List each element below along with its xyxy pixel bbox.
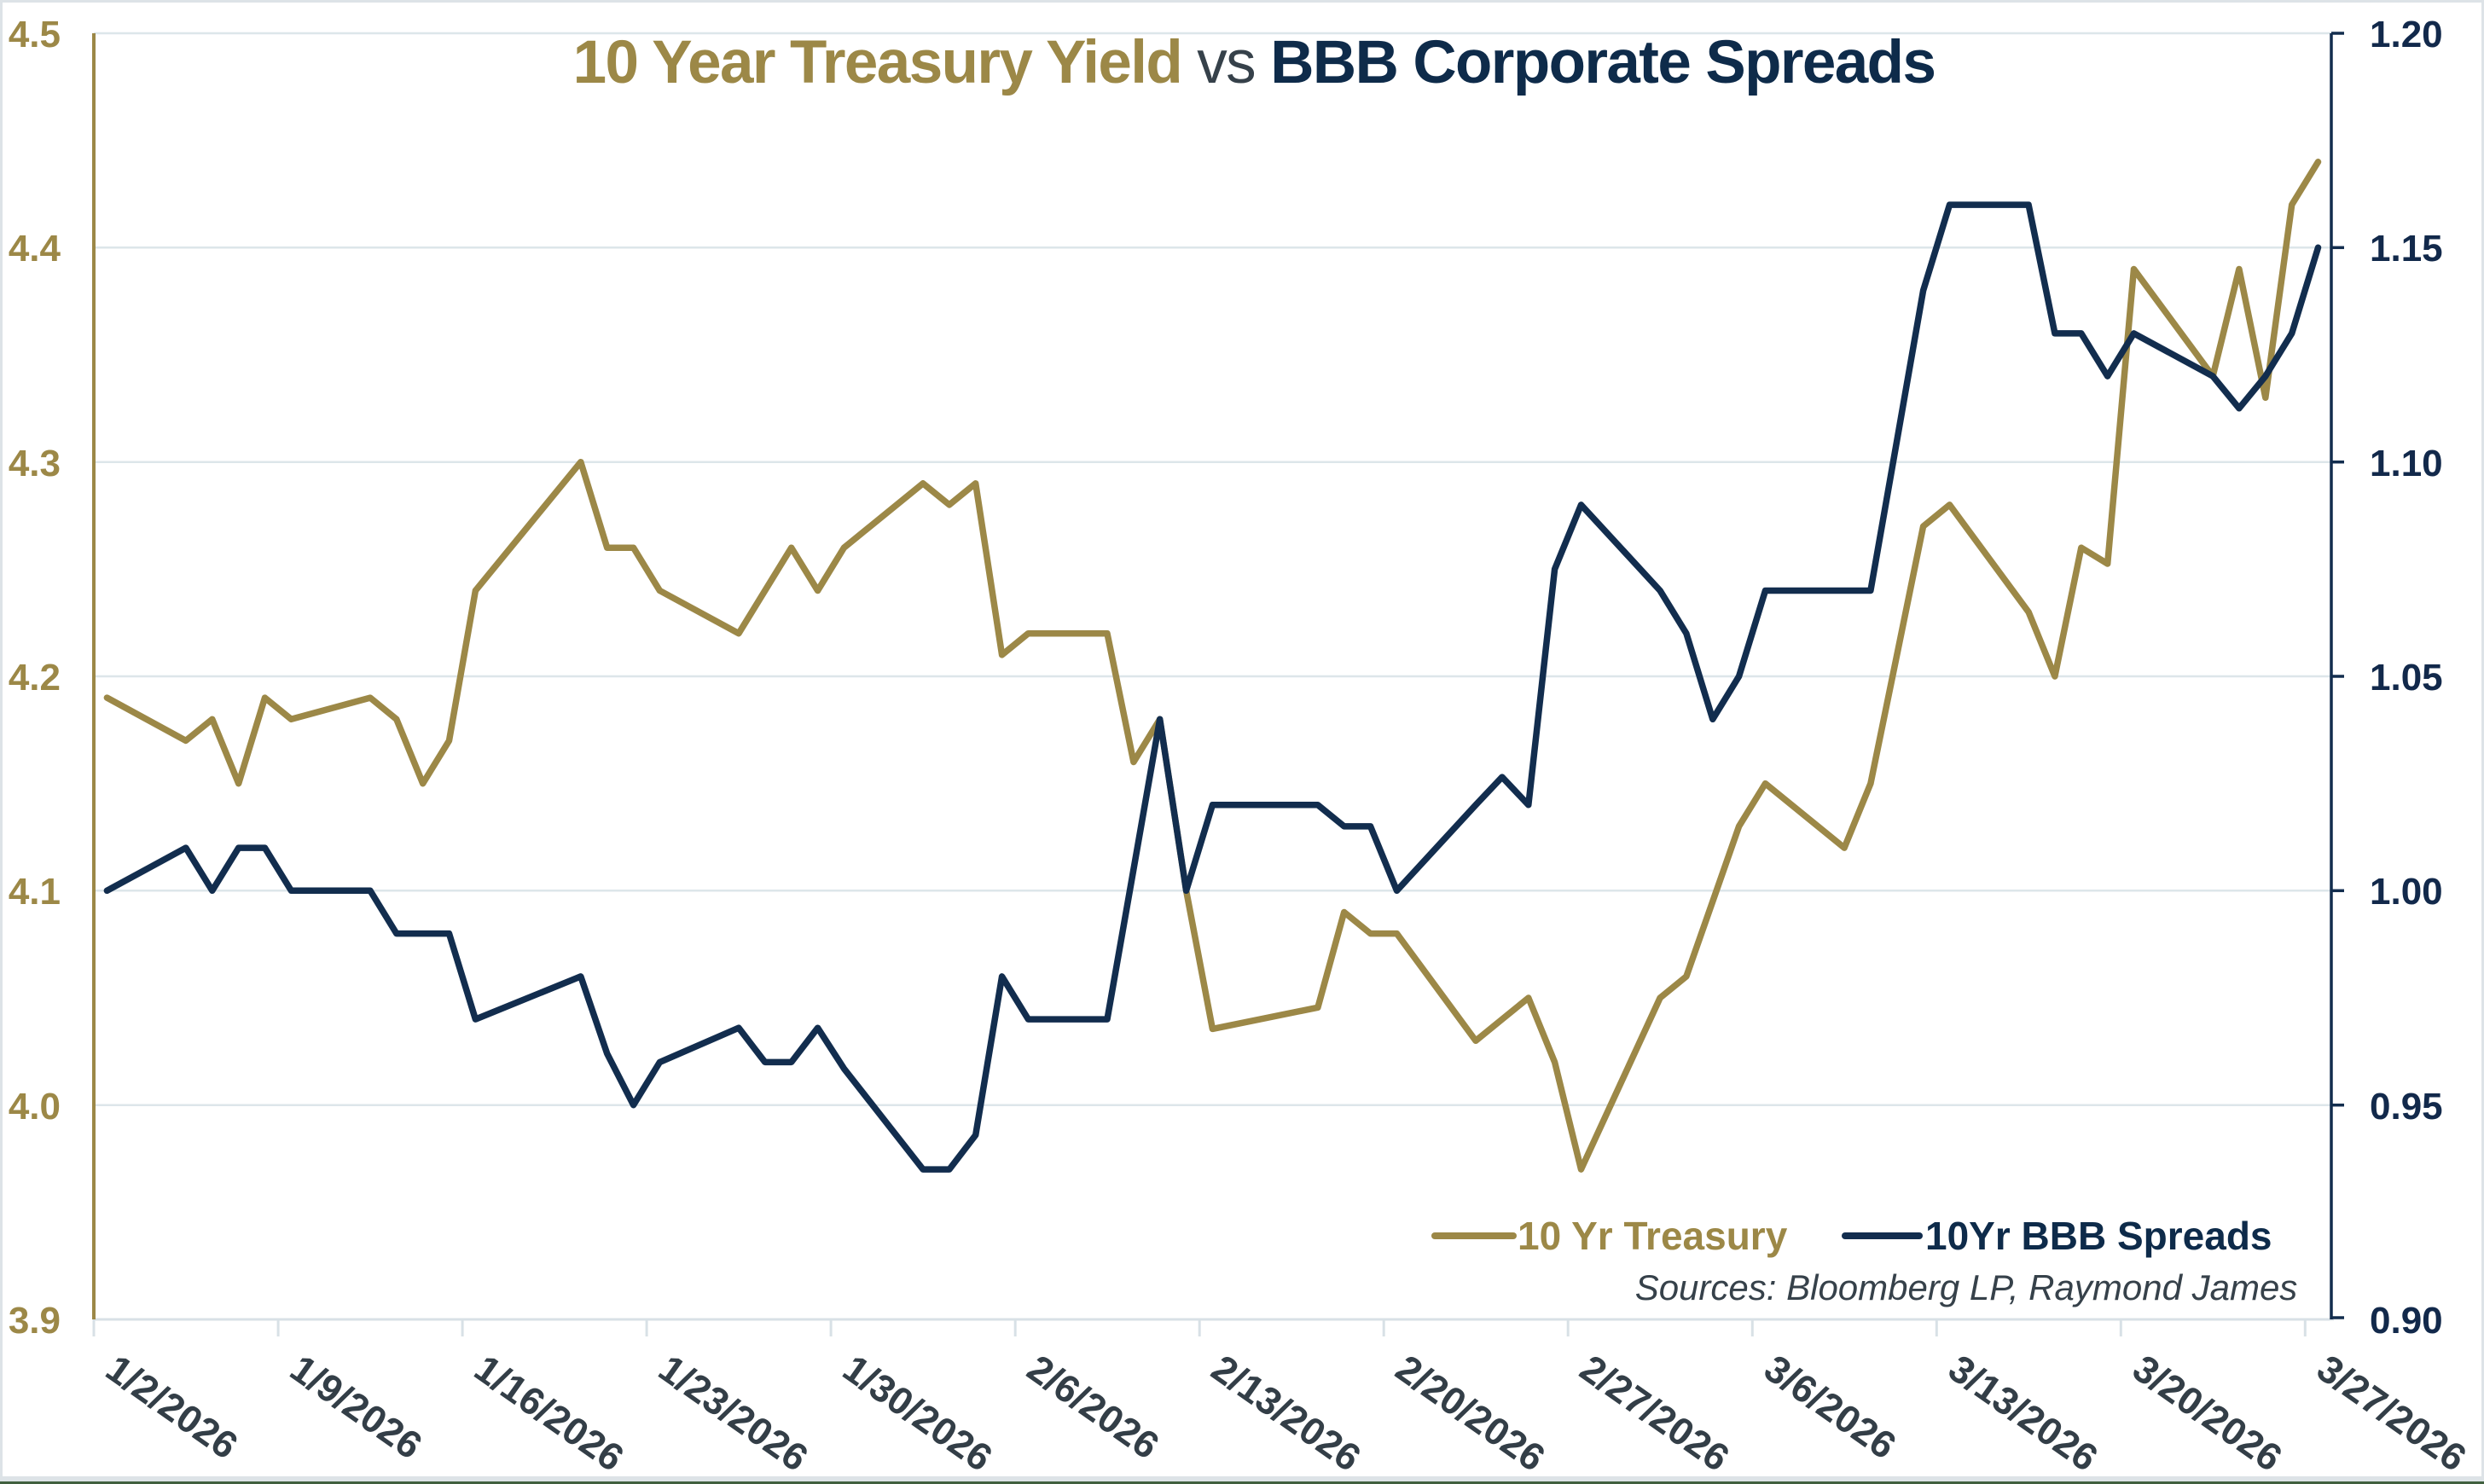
svg-text:1.00: 1.00 bbox=[2370, 871, 2443, 913]
svg-text:1.10: 1.10 bbox=[2370, 443, 2443, 484]
svg-text:4.0: 4.0 bbox=[9, 1086, 61, 1127]
svg-text:4.3: 4.3 bbox=[9, 443, 61, 484]
svg-text:4.2: 4.2 bbox=[9, 657, 61, 699]
svg-text:10 Yr Treasury: 10 Yr Treasury bbox=[1518, 1214, 1788, 1258]
svg-text:0.90: 0.90 bbox=[2370, 1300, 2443, 1342]
svg-text:Sources: Bloomberg LP, Raymond: Sources: Bloomberg LP, Raymond James bbox=[1635, 1267, 2298, 1307]
svg-text:4.1: 4.1 bbox=[9, 871, 61, 913]
svg-text:10Yr BBB Spreads: 10Yr BBB Spreads bbox=[1925, 1214, 2272, 1258]
svg-text:10 Year Treasury Yield vs BBB: 10 Year Treasury Yield vs BBB Corporate … bbox=[573, 29, 1936, 96]
svg-text:1.20: 1.20 bbox=[2370, 14, 2443, 55]
svg-text:4.5: 4.5 bbox=[9, 14, 61, 55]
svg-text:3.9: 3.9 bbox=[9, 1300, 61, 1342]
svg-text:1.15: 1.15 bbox=[2370, 228, 2443, 270]
svg-text:4.4: 4.4 bbox=[9, 228, 61, 270]
svg-text:0.95: 0.95 bbox=[2370, 1086, 2443, 1127]
svg-text:1.05: 1.05 bbox=[2370, 657, 2443, 699]
